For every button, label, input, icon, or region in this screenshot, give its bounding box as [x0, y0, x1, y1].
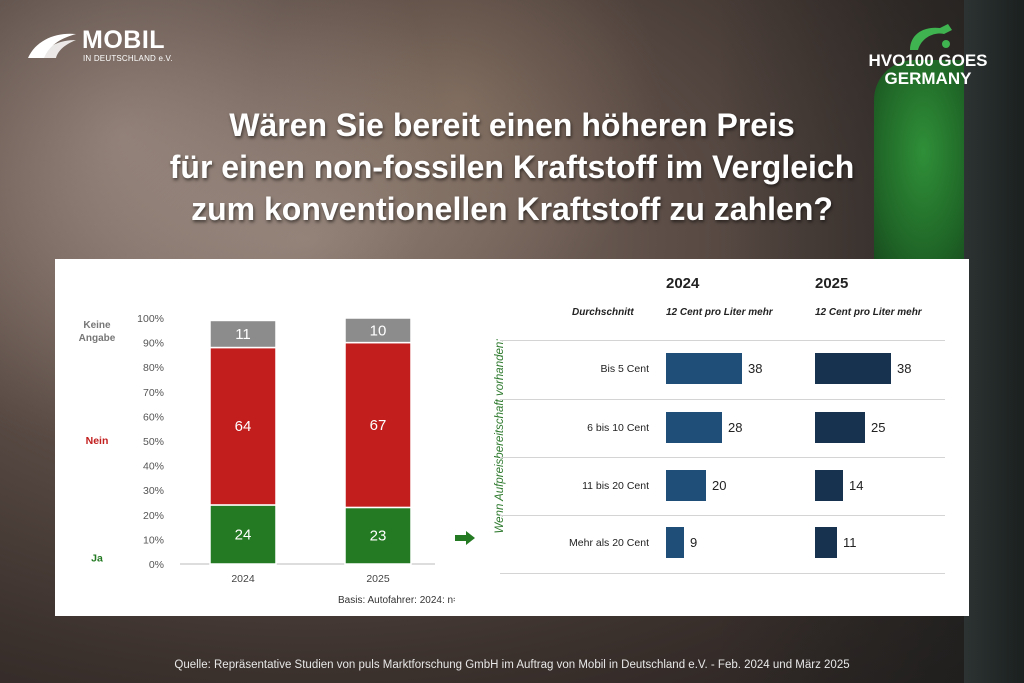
value-bar [666, 470, 706, 501]
stack-value-label: 64 [235, 418, 252, 435]
title-line-1: Wären Sie bereit einen höheren Preis [229, 107, 795, 143]
source-note: Quelle: Repräsentative Studien von puls … [174, 659, 850, 671]
pump-edge-graphic [964, 0, 1024, 683]
y-tick-label: 50% [143, 436, 164, 448]
row-header-average: Durchschnitt [572, 307, 634, 318]
legend-keine-angabe: Keine [83, 320, 111, 331]
value-bar [666, 412, 722, 443]
logo-main-text: MOBIL [82, 26, 166, 54]
year-header: 2025 [815, 275, 849, 292]
fuel-pump-icon [910, 24, 952, 50]
legend-keine-angabe: Angabe [79, 333, 116, 344]
arrow-right-icon [455, 531, 475, 550]
chart-footnote: Basis: Autofahrer: 2024: n=1010 ; 2025: … [338, 595, 455, 606]
value-bar-label: 9 [690, 535, 698, 550]
y-tick-label: 60% [143, 411, 164, 423]
value-bar [815, 412, 865, 443]
y-tick-label: 0% [149, 559, 164, 571]
value-bar [666, 353, 742, 384]
value-bar [815, 353, 891, 384]
value-bar-label: 28 [728, 420, 743, 435]
y-tick-label: 100% [137, 313, 164, 325]
x-tick-label: 2024 [231, 573, 255, 585]
logo-sub-text: IN DEUTSCHLAND e.V. [83, 54, 173, 63]
value-bar [815, 470, 843, 501]
stack-value-label: 10 [370, 322, 387, 339]
value-bar [815, 527, 837, 558]
row-separator [500, 340, 945, 341]
value-bar-label: 20 [712, 478, 727, 493]
y-tick-label: 70% [143, 387, 164, 399]
badge-line2: GERMANY [884, 69, 972, 88]
row-separator [500, 573, 945, 574]
row-separator [500, 515, 945, 516]
year-header: 2024 [666, 275, 700, 292]
row-label: Mehr als 20 Cent [569, 537, 649, 549]
x-tick-label: 2025 [366, 573, 390, 585]
stack-value-label: 11 [235, 326, 251, 343]
page-title: Wären Sie bereit einen höheren Preis für… [100, 104, 924, 230]
value-bar-label: 25 [871, 420, 886, 435]
mobil-logo: MOBIL IN DEUTSCHLAND e.V. [26, 24, 186, 68]
title-line-2: für einen non-fossilen Kraftstoff im Ver… [169, 149, 855, 185]
value-bar-label: 11 [843, 535, 857, 550]
stack-segment-keine-angabe [344, 317, 412, 344]
stack-segment-nein [344, 341, 412, 509]
title-line-3: zum konventionellen Kraftstoff zu zahlen… [191, 191, 833, 227]
stack-value-label: 23 [370, 528, 387, 545]
row-separator [500, 457, 945, 458]
row-label: 11 bis 20 Cent [582, 480, 649, 492]
badge-line1: HVO100 GOES [868, 51, 988, 70]
stack-segment-keine-angabe [209, 319, 277, 349]
stack-value-label: 67 [370, 417, 387, 434]
stacked-bar-chart: 0% 10% 20% 30% 40% 50% 60% 70% 80% 90% 100% 24 64 11… [79, 313, 455, 606]
legend-nein: Nein [86, 435, 109, 447]
legend-ja: Ja [91, 552, 103, 564]
y-tick-label: 90% [143, 338, 164, 350]
value-bar [666, 527, 684, 558]
value-bar-label: 38 [748, 361, 763, 376]
y-tick-label: 80% [143, 362, 164, 374]
stack-segment-ja [344, 506, 412, 565]
row-label: Bis 5 Cent [600, 363, 649, 375]
stack-segment-nein [209, 346, 277, 506]
hvo-badge: HVO100 GOES GERMANY [858, 22, 998, 92]
y-tick-label: 30% [143, 485, 164, 497]
road-swoosh-icon [28, 33, 76, 58]
row-separator [500, 399, 945, 400]
hvo-badge-text: HVO100 GOES GERMANY [858, 52, 998, 88]
value-bar-label: 38 [897, 361, 912, 376]
y-tick-label: 20% [143, 510, 164, 522]
average-label: 12 Cent pro Liter mehr [815, 307, 922, 318]
stack-value-label: 24 [235, 526, 252, 543]
y-tick-label: 40% [143, 461, 164, 473]
y-tick-label: 10% [143, 534, 164, 546]
value-bar-label: 14 [849, 478, 864, 493]
row-label: 6 bis 10 Cent [587, 422, 649, 434]
average-label: 12 Cent pro Liter mehr [666, 307, 773, 318]
